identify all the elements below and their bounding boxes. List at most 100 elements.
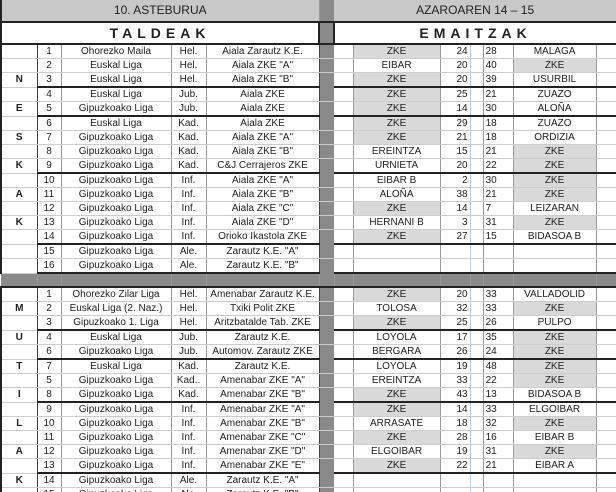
team-name: Zarautz K.E. [206,359,320,374]
home-score: 17 [440,330,471,345]
team-name: Aiala ZKE "A" [206,130,320,145]
category: Inf. [171,416,207,431]
away-score: 30 [483,173,514,188]
away-score: 33 [483,287,514,302]
home-team: ZKE [353,387,441,403]
away-score: 18 [483,116,514,131]
score-gap [470,258,484,274]
separator-cell [470,273,484,288]
table-row: K 9 Gipuzkoako Liga Kad. C&J Cerrajeros ZKE U… [0,158,616,174]
score-gap [470,72,484,88]
team-name: Aritzbatalde Tab. ZKE [206,315,320,331]
blank-cell [596,373,616,388]
blank-cell [334,72,354,88]
home-score: 20 [440,58,471,73]
blank-cell [334,201,354,216]
table-row: N 3 Euskal Liga Hel. Aiala ZKE "B" ZKE 20 39 USU… [0,72,616,88]
blank-cell [334,130,354,145]
home-score: 29 [440,116,471,131]
score-gap [470,430,484,445]
score-gap [470,402,484,417]
column-divider [319,373,335,388]
league: Gipuzkoako Liga [61,215,172,230]
column-divider [319,444,335,459]
home-score: 38 [440,187,471,202]
teams-title: TALDEAK [0,21,321,45]
away-score: 33 [483,301,514,316]
section-letter [0,315,38,331]
home-score: 24 [440,44,471,59]
row-number: 7 [37,359,62,374]
away-score: 21 [483,187,514,202]
league: Gipuzkoako Liga [61,187,172,202]
blank-cell [334,473,354,488]
row-number: 5 [37,101,62,117]
home-team: ZKE [353,201,441,216]
column-divider [319,72,335,87]
column-divider [319,158,335,173]
away-score: 22 [483,158,514,174]
row-number: 5 [37,373,62,388]
section-letter: K [0,215,38,230]
home-score: 43 [440,387,471,403]
blank-cell [596,87,616,102]
home-team [353,258,441,274]
league: Euskal Liga [61,330,172,345]
blank-cell [334,173,354,188]
away-team: BIDASOA B [513,387,597,403]
home-score: 32 [440,301,471,316]
league: Gipuzkoako 1. Liga [61,315,172,331]
blank-cell [596,187,616,202]
category: Inf. [171,229,207,245]
section-letter [0,258,38,274]
column-divider [319,87,335,102]
team-name: Orioko Ikastola ZKE [206,229,320,245]
league: Gipuzkoako Liga [61,344,172,360]
blank-cell [334,215,354,230]
away-score: 32 [483,416,514,431]
away-team: ZUAZO [513,116,597,131]
home-team: EIBAR [353,58,441,73]
home-score: 14 [440,101,471,117]
away-score: 40 [483,58,514,73]
column-divider [319,258,335,273]
score-gap [470,144,484,159]
blank-cell [596,101,616,117]
category: Kad. [171,144,207,159]
away-team: ZKE [513,373,597,388]
away-score [483,487,514,492]
row-number: 4 [37,87,62,102]
away-score: 13 [483,387,514,403]
table-row: 1 Ohorezko Maila Hel. Aiala Zarautz K.E. ZKE… [0,44,616,59]
row-number: 3 [37,315,62,331]
blank-cell [596,458,616,474]
category: Inf. [171,402,207,417]
section-letter: U [0,330,38,345]
blank-cell [596,387,616,403]
row-number: 11 [37,187,62,202]
away-score: 21 [483,144,514,159]
table-row: 6 Euskal Liga Kad. Aiala ZKE ZKE 29 18 ZUAZO [0,116,616,131]
table-row: K 14 Gipuzkoako Liga Ale. Zarautz K.E. "A" [0,473,616,488]
row-number: 6 [37,344,62,360]
category: Ale. [171,473,207,488]
league: Gipuzkoako Liga [61,201,172,216]
away-team: LEIZARAN [513,201,597,216]
team-name: Amenabar ZKE "A" [206,373,320,388]
home-team: ZKE [353,87,441,102]
score-gap [470,444,484,459]
section-letter [0,173,38,188]
row-number: 4 [37,330,62,345]
league: Euskal Liga [61,58,172,73]
away-score [483,258,514,274]
home-score: 21 [440,130,471,145]
category: Inf. [171,215,207,230]
category: Kad. [171,130,207,145]
home-score: 28 [440,430,471,445]
home-team [353,473,441,488]
league: Gipuzkoako Liga [61,402,172,417]
away-team: PULPO [513,315,597,331]
away-score: 22 [483,373,514,388]
blank-cell [596,130,616,145]
